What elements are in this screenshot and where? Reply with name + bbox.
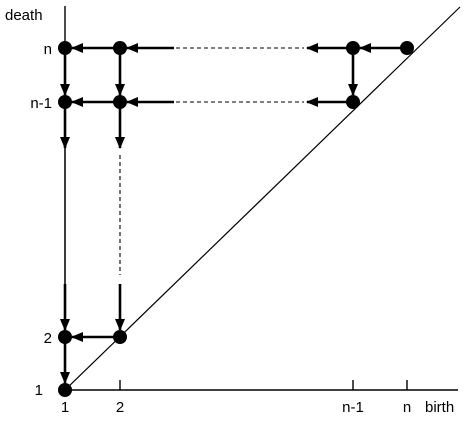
node-1-2 (58, 330, 72, 344)
y-tick-label-n-1: n-1 (30, 95, 52, 112)
x-tick-label-2: 2 (116, 399, 124, 416)
x-tick-label-n-1: n-1 (342, 399, 364, 416)
x-tick-label-1: 1 (61, 399, 69, 416)
y-tick-label-n: n (44, 41, 52, 58)
node-1-n (58, 41, 72, 55)
node-1-n-1 (58, 95, 72, 109)
y-tick-label-1: 1 (35, 382, 43, 399)
node-n-1-n (346, 41, 360, 55)
y-axis-label: death (5, 7, 43, 24)
node-2-n-1 (113, 95, 127, 109)
node-2-n (113, 41, 127, 55)
diagonal-line (64, 6, 461, 391)
x-axis-label: birth (425, 399, 454, 416)
node-n-1-n-1 (346, 95, 360, 109)
node-n-n (400, 41, 414, 55)
y-tick-label-2: 2 (44, 330, 52, 347)
node-1-1 (58, 383, 72, 397)
x-tick-label-n: n (403, 399, 411, 416)
node-2-2 (113, 330, 127, 344)
